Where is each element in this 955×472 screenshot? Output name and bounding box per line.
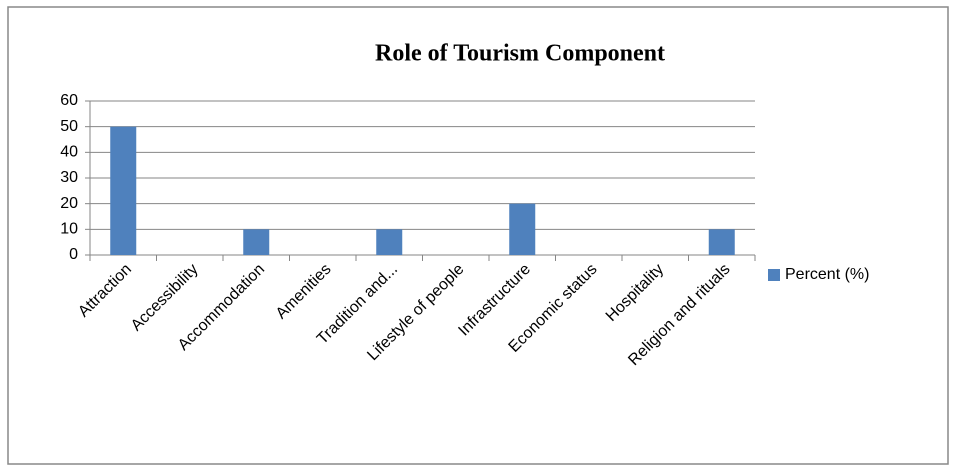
y-tick-label: 30 <box>60 169 78 186</box>
y-tick-label: 20 <box>60 195 78 212</box>
y-tick-label: 10 <box>60 221 78 238</box>
bar <box>509 203 536 255</box>
y-tick-label: 50 <box>60 118 78 135</box>
bar <box>708 229 735 255</box>
y-tick-label: 40 <box>60 144 78 161</box>
y-tick-label: 0 <box>69 246 78 263</box>
chart-frame <box>7 6 949 465</box>
bar <box>110 126 137 256</box>
chart-title: Role of Tourism Component <box>375 41 665 67</box>
legend-label: Percent (%) <box>785 266 869 283</box>
bar <box>243 229 270 255</box>
bar <box>376 229 403 255</box>
legend-swatch <box>768 269 780 281</box>
y-tick-label: 60 <box>60 92 78 109</box>
